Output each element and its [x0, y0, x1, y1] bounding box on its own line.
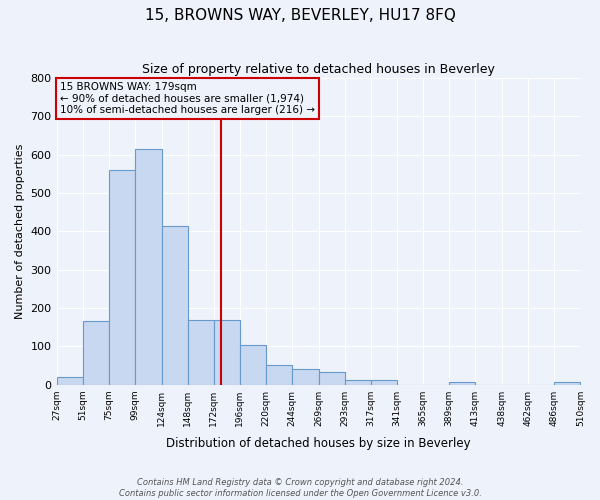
Bar — [266, 366, 292, 384]
Bar — [83, 322, 109, 384]
Bar — [319, 372, 345, 384]
Text: Contains HM Land Registry data © Crown copyright and database right 2024.
Contai: Contains HM Land Registry data © Crown c… — [119, 478, 481, 498]
Bar — [240, 345, 266, 385]
Bar — [109, 170, 134, 384]
Bar — [292, 370, 319, 384]
Text: 15, BROWNS WAY, BEVERLEY, HU17 8FQ: 15, BROWNS WAY, BEVERLEY, HU17 8FQ — [145, 8, 455, 22]
X-axis label: Distribution of detached houses by size in Beverley: Distribution of detached houses by size … — [166, 437, 471, 450]
Title: Size of property relative to detached houses in Beverley: Size of property relative to detached ho… — [142, 62, 495, 76]
Bar — [449, 382, 475, 384]
Bar — [214, 320, 240, 384]
Bar — [134, 149, 162, 384]
Bar — [345, 380, 371, 384]
Y-axis label: Number of detached properties: Number of detached properties — [15, 144, 25, 319]
Bar — [554, 382, 580, 384]
Bar — [188, 320, 214, 384]
Bar — [56, 377, 83, 384]
Bar — [371, 380, 397, 384]
Text: 15 BROWNS WAY: 179sqm
← 90% of detached houses are smaller (1,974)
10% of semi-d: 15 BROWNS WAY: 179sqm ← 90% of detached … — [60, 82, 315, 115]
Bar — [162, 226, 188, 384]
